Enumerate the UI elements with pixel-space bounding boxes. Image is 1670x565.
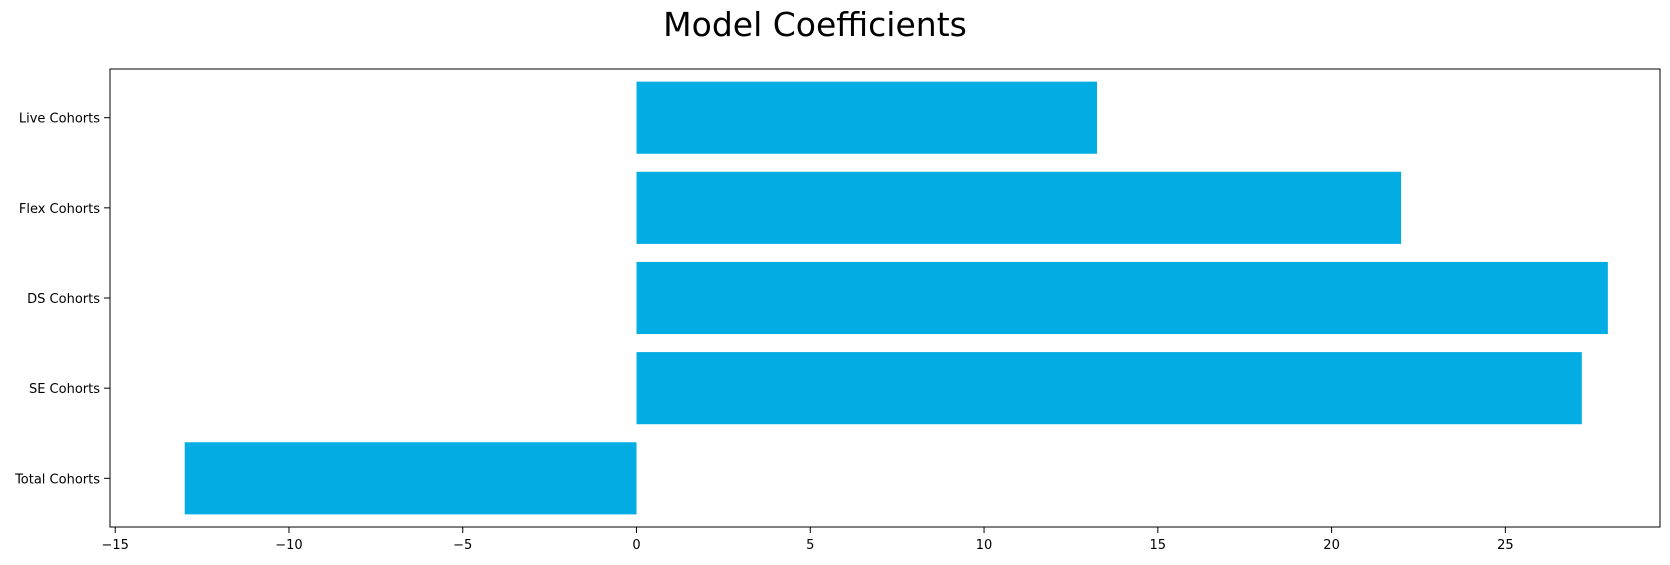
x-tick-label: −10 bbox=[275, 538, 302, 553]
x-tick-label: 25 bbox=[1497, 538, 1514, 553]
x-tick-label: 10 bbox=[976, 538, 993, 553]
y-tick-label-se-cohorts: SE Cohorts bbox=[29, 382, 100, 397]
x-tick-label: 0 bbox=[632, 538, 640, 553]
x-axis: −15 −10 −5 0 5 10 15 20 25 bbox=[101, 527, 1514, 553]
y-tick-label-ds-cohorts: DS Cohorts bbox=[27, 292, 100, 307]
x-tick-label: 15 bbox=[1150, 538, 1167, 553]
bar-ds-cohorts bbox=[636, 261, 1608, 335]
bars-layer bbox=[184, 81, 1608, 515]
x-tick-label: 20 bbox=[1323, 538, 1340, 553]
x-tick-label: 5 bbox=[806, 538, 814, 553]
y-tick-label-live-cohorts: Live Cohorts bbox=[19, 112, 100, 127]
x-tick-label: −15 bbox=[101, 538, 128, 553]
chart-title: Model Coefficients bbox=[663, 5, 967, 44]
y-axis: Total Cohorts SE Cohorts DS Cohorts Flex Co… bbox=[14, 112, 110, 487]
bar-total-cohorts bbox=[184, 442, 637, 515]
y-tick-label-total-cohorts: Total Cohorts bbox=[14, 472, 100, 487]
bar-se-cohorts bbox=[636, 352, 1582, 425]
bar-live-cohorts bbox=[636, 81, 1097, 154]
y-tick-label-flex-cohorts: Flex Cohorts bbox=[19, 202, 100, 217]
bar-flex-cohorts bbox=[636, 171, 1402, 244]
x-tick-label: −5 bbox=[453, 538, 472, 553]
